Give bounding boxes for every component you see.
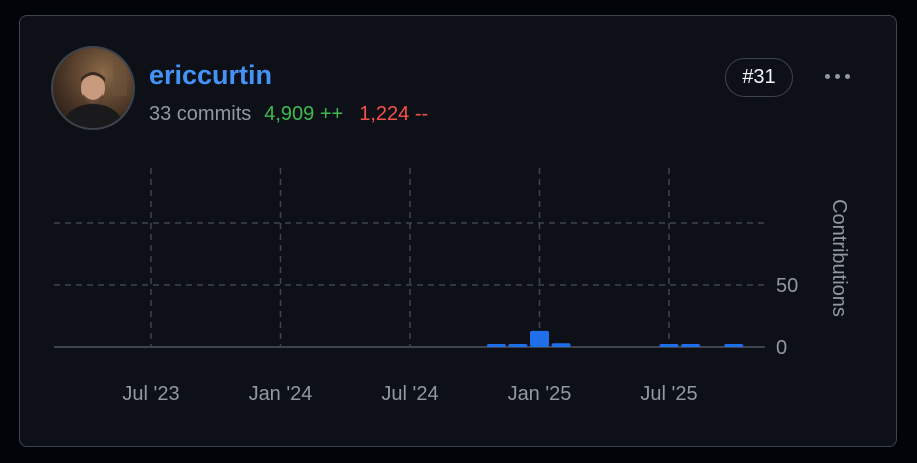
kebab-dot bbox=[834, 73, 840, 79]
deletions-count: 1,224 -- bbox=[359, 103, 429, 125]
avatar[interactable] bbox=[51, 46, 135, 130]
contribution-bar bbox=[508, 344, 528, 347]
x-tick-label: Jan '24 bbox=[249, 383, 313, 405]
x-tick-label: Jul '23 bbox=[122, 383, 179, 405]
contribution-bar bbox=[681, 344, 701, 347]
kebab-dot bbox=[824, 73, 830, 79]
contributor-username-link[interactable]: ericcurtin bbox=[149, 60, 273, 90]
contributor-card bbox=[19, 15, 897, 447]
commits-count[interactable]: 33 commits bbox=[149, 103, 252, 125]
contributor-stats: 33 commits 4,909 ++ 1,224 -- bbox=[149, 101, 428, 127]
y-tick-label: 50 bbox=[776, 275, 798, 297]
x-tick-label: Jan '25 bbox=[508, 383, 572, 405]
additions-count: 4,909 ++ bbox=[264, 103, 344, 125]
rank-badge: #31 bbox=[725, 58, 793, 97]
contribution-bar bbox=[486, 344, 506, 347]
contribution-bar bbox=[724, 344, 744, 347]
x-tick-label: Jul '25 bbox=[640, 383, 697, 405]
contribution-bar bbox=[530, 330, 549, 347]
y-axis-label: Contributions bbox=[828, 199, 850, 317]
contribution-bar bbox=[659, 344, 679, 347]
x-tick-label: Jul '24 bbox=[381, 383, 438, 405]
contribution-bar bbox=[551, 343, 571, 347]
y-tick-label: 0 bbox=[776, 337, 787, 359]
kebab-horizontal-icon[interactable] bbox=[814, 62, 860, 90]
avatar-photo bbox=[53, 48, 133, 128]
kebab-dot bbox=[844, 73, 850, 79]
